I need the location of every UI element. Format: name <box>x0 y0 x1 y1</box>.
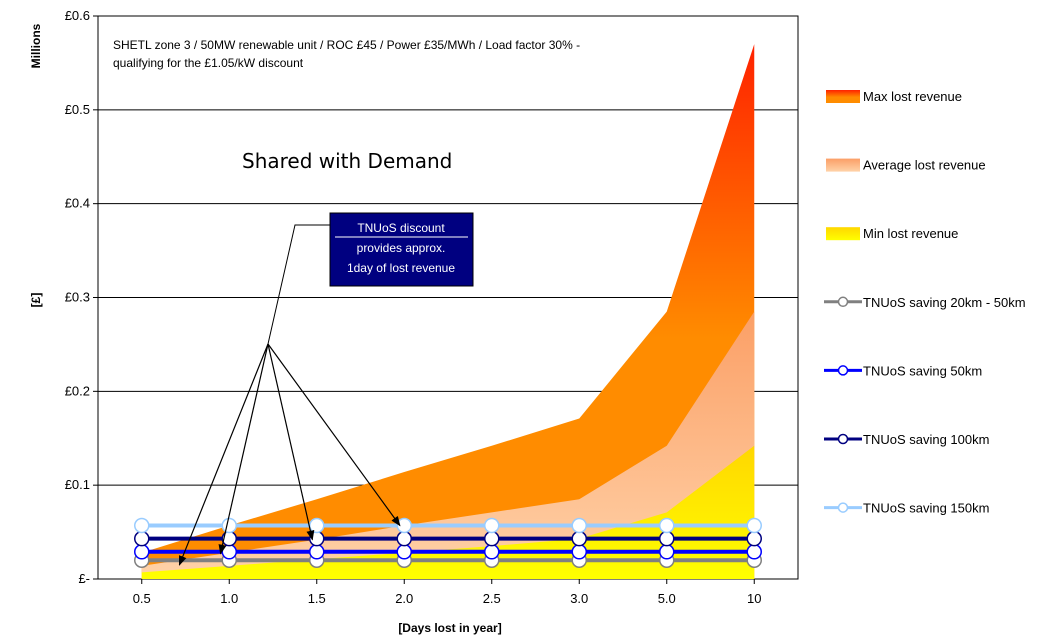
series-point <box>484 517 500 534</box>
series-point <box>309 544 325 560</box>
area-0 <box>141 44 755 579</box>
y-axis-title: [£] <box>29 293 43 308</box>
series-point <box>309 517 325 534</box>
series-point <box>396 544 412 560</box>
legend: Max lost revenue Average lost revenue Min … <box>824 89 1026 516</box>
y-unit-label: Millions <box>29 23 43 68</box>
y-tick-label: £0.4 <box>65 196 90 211</box>
callout-line-1: TNUoS discount <box>357 221 445 235</box>
x-tick-label: 1.0 <box>220 591 238 606</box>
y-tick-label: £- <box>78 571 90 586</box>
series-point <box>484 544 500 560</box>
chart-annotation-line-2: qualifying for the £1.05/kW discount <box>113 56 304 70</box>
series-point <box>134 530 150 547</box>
series-point <box>746 517 762 534</box>
series-point <box>484 530 500 547</box>
annotation-arrow <box>267 343 315 541</box>
arrow-layer <box>178 343 401 566</box>
area-2 <box>141 445 755 579</box>
callout-box <box>329 212 474 287</box>
area-1 <box>141 311 755 579</box>
legend-swatch <box>826 158 860 172</box>
chart-annotation-line-1: SHETL zone 3 / 50MW renewable unit / ROC… <box>113 38 580 52</box>
series-point <box>659 544 675 560</box>
x-tick-labels: 0.5 1.0 1.5 2.0 2.5 3.0 5.0 10 <box>133 591 762 606</box>
legend-label: TNUoS saving 20km - 50km <box>863 295 1026 310</box>
legend-marker <box>837 365 849 376</box>
annotation-arrow <box>218 343 269 555</box>
series-point <box>571 530 587 547</box>
legend-marker <box>837 296 849 308</box>
legend-marker <box>837 433 849 445</box>
series-point <box>134 517 150 534</box>
x-tick-label: 2.0 <box>395 591 413 606</box>
shared-with-demand-label: Shared with Demand <box>242 149 452 173</box>
y-tick-label: £0.2 <box>65 383 90 398</box>
tnuos-callout: TNUoS discount provides approx. 1day of … <box>267 212 474 345</box>
series-point <box>396 530 412 547</box>
y-tick-label: £0.3 <box>65 290 90 305</box>
x-tick-label: 10 <box>747 591 761 606</box>
x-tick-label: 0.5 <box>133 591 151 606</box>
x-axis-title: [Days lost in year] <box>398 621 501 635</box>
legend-swatch <box>826 227 860 241</box>
y-tick-label: £0.1 <box>65 477 90 492</box>
line-layer <box>134 517 762 568</box>
x-tick-label: 2.5 <box>483 591 501 606</box>
y-tick-labels: £- £0.1 £0.2 £0.3 £0.4 £0.5 £0.6 <box>65 8 90 586</box>
area-layer <box>141 44 755 579</box>
legend-marker <box>837 502 849 513</box>
series-point <box>659 530 675 547</box>
series-point <box>659 517 675 534</box>
legend-label: TNUoS saving 150km <box>863 501 989 516</box>
x-tick-label: 3.0 <box>570 591 588 606</box>
y-tick-label: £0.5 <box>65 102 90 117</box>
legend-swatch <box>826 90 860 103</box>
legend-label: Average lost revenue <box>863 158 986 173</box>
legend-label: Max lost revenue <box>863 89 962 104</box>
legend-label: Min lost revenue <box>863 226 958 241</box>
series-point <box>221 517 237 534</box>
annotation-arrow <box>178 343 269 566</box>
callout-line-3: 1day of lost revenue <box>347 261 455 275</box>
legend-label: TNUoS saving 50km <box>863 363 982 378</box>
callout-line-2: provides approx. <box>357 241 446 255</box>
series-point <box>134 544 150 560</box>
series-point <box>571 544 587 560</box>
callout-leader <box>267 224 330 345</box>
x-tick-label: 5.0 <box>658 591 676 606</box>
legend-label: TNUoS saving 100km <box>863 432 989 447</box>
series-point <box>746 530 762 547</box>
series-point <box>571 517 587 534</box>
x-tick-label: 1.5 <box>308 591 326 606</box>
series-point <box>746 544 762 560</box>
y-tick-label: £0.6 <box>65 8 90 23</box>
series-point <box>221 544 237 560</box>
annotation-arrow <box>267 343 401 527</box>
